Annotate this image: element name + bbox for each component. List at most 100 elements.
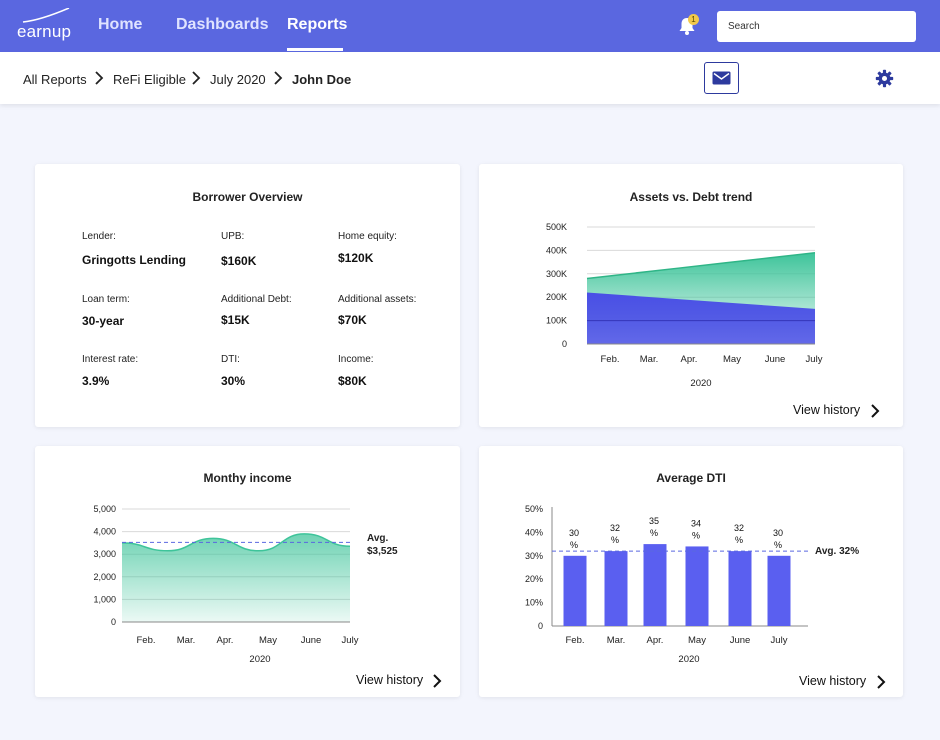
bar-data-label-unit: % xyxy=(735,535,743,545)
x-tick-label: Feb. xyxy=(600,354,619,365)
email-button[interactable] xyxy=(704,62,739,94)
logo-text: earnup xyxy=(17,22,72,41)
borrower-overview-title: Borrower Overview xyxy=(192,190,303,204)
chevron-right-icon xyxy=(95,71,104,85)
monthly-income-title: Monthy income xyxy=(203,471,292,485)
assets-debt-card: Assets vs. Debt trend 0 100K 200K 300K 400K 5… xyxy=(479,164,903,427)
borrower-overview-card: Borrower Overview Lender: Gringotts Lend… xyxy=(35,164,460,427)
dti-value: 30% xyxy=(221,374,246,388)
top-navigation: earnup Home Dashboards Reports 1 xyxy=(0,0,940,52)
nav-reports[interactable]: Reports xyxy=(287,16,348,33)
additional-assets-value: $70K xyxy=(338,313,367,327)
additional-debt-value: $15K xyxy=(221,313,250,327)
dti-bar xyxy=(767,555,791,626)
bar-data-label: 30 xyxy=(569,528,579,538)
view-history-label: View history xyxy=(799,674,867,688)
y-tick-label: 1,000 xyxy=(93,594,116,604)
monthly-income-chart: 0 1,000 2,000 3,000 4,000 5,000 Feb. Mar. Apr. Ma… xyxy=(93,504,398,665)
x-axis-label: 2020 xyxy=(690,378,711,389)
notification-badge: 1 xyxy=(688,14,699,25)
view-history-label: View history xyxy=(793,403,861,417)
dti-bar xyxy=(604,551,628,626)
y-tick-label: 20% xyxy=(525,574,543,584)
additional-assets-label: Additional assets: xyxy=(338,294,417,305)
y-tick-label: 40% xyxy=(525,527,543,537)
breadcrumb-july-2020[interactable]: July 2020 xyxy=(210,72,266,87)
y-tick-label: 50% xyxy=(525,504,543,514)
x-tick-label: Feb. xyxy=(136,635,155,646)
x-tick-label: June xyxy=(765,354,786,365)
envelope-icon xyxy=(712,71,731,85)
bar-data-label: 32 xyxy=(734,523,744,533)
x-tick-label: June xyxy=(730,635,751,646)
y-tick-label: 200K xyxy=(546,292,567,302)
lender-label: Lender: xyxy=(82,231,116,242)
y-tick-label: 0 xyxy=(111,617,116,627)
chevron-right-icon xyxy=(192,71,201,85)
x-tick-label: May xyxy=(688,635,706,646)
nav-dashboards[interactable]: Dashboards xyxy=(176,16,269,33)
bar-data-label-unit: % xyxy=(650,528,658,538)
income-view-history-link[interactable]: View history xyxy=(356,673,442,688)
y-tick-label: 3,000 xyxy=(93,549,116,559)
x-tick-label: July xyxy=(806,354,823,365)
average-dti-card: Average DTI 0 10% 20% 30% 40% 50% Feb. Mar. Apr.… xyxy=(479,446,903,697)
nav-home[interactable]: Home xyxy=(98,16,143,33)
x-tick-label: May xyxy=(259,635,277,646)
breadcrumb-refi-eligible[interactable]: ReFi Eligible xyxy=(113,72,186,87)
y-tick-label: 30% xyxy=(525,551,543,561)
lender-value: Gringotts Lending xyxy=(82,253,186,267)
home-equity-value: $120K xyxy=(338,251,374,265)
income-value: $80K xyxy=(338,374,367,388)
home-equity-label: Home equity: xyxy=(338,231,397,242)
series-line-assets xyxy=(586,251,816,280)
average-label: Avg. 32% xyxy=(815,546,859,557)
x-tick-label: Apr. xyxy=(217,635,234,646)
average-label: Avg. xyxy=(367,533,389,544)
search-input[interactable] xyxy=(717,11,916,42)
x-tick-label: Mar. xyxy=(607,635,625,646)
monthly-income-card: Monthy income 0 1,000 2,000 3,000 4,000 5,000… xyxy=(35,446,460,697)
y-tick-label: 300K xyxy=(546,269,567,279)
y-tick-label: 10% xyxy=(525,598,543,608)
loan-term-label: Loan term: xyxy=(82,294,130,305)
breadcrumb-john-doe: John Doe xyxy=(292,72,352,87)
additional-debt-label: Additional Debt: xyxy=(221,294,292,305)
average-value-label: $3,525 xyxy=(367,546,398,557)
dti-bar xyxy=(643,544,667,626)
bar-data-label: 35 xyxy=(649,516,659,526)
bar-data-label-unit: % xyxy=(570,540,578,550)
breadcrumb-bar: All Reports ReFi Eligible July 2020 John… xyxy=(0,52,940,104)
dti-view-history-link[interactable]: View history xyxy=(799,674,886,689)
interest-rate-label: Interest rate: xyxy=(82,354,139,365)
series-line-income xyxy=(121,533,351,552)
bar-data-label: 34 xyxy=(691,518,701,528)
y-tick-label: 0 xyxy=(562,339,567,349)
y-tick-label: 4,000 xyxy=(93,527,116,537)
assets-debt-chart: 0 100K 200K 300K 400K 500K Feb. Mar. Apr. May June… xyxy=(546,222,823,389)
series-area-income xyxy=(122,533,350,622)
bar-data-label: 30 xyxy=(773,528,783,538)
bar-data-label-unit: % xyxy=(611,535,619,545)
y-tick-label: 0 xyxy=(538,621,543,631)
y-tick-label: 100K xyxy=(546,316,567,326)
x-tick-label: Mar. xyxy=(177,635,195,646)
bar-data-label-unit: % xyxy=(774,540,782,550)
active-tab-indicator xyxy=(287,48,343,51)
average-dti-title: Average DTI xyxy=(656,471,726,485)
y-tick-label: 5,000 xyxy=(93,504,116,514)
dti-label: DTI: xyxy=(221,354,240,365)
settings-gear-icon[interactable] xyxy=(875,69,894,88)
logo-swoosh xyxy=(22,8,70,23)
bar-data-label-unit: % xyxy=(692,530,700,540)
brand-logo[interactable]: earnup xyxy=(17,8,73,42)
loan-term-value: 30-year xyxy=(82,314,125,328)
dti-bar xyxy=(563,555,587,626)
x-tick-label: July xyxy=(342,635,359,646)
income-label: Income: xyxy=(338,354,374,365)
breadcrumb-all-reports[interactable]: All Reports xyxy=(23,72,87,87)
x-tick-label: Apr. xyxy=(681,354,698,365)
assets-view-history-link[interactable]: View history xyxy=(793,403,880,418)
x-tick-label: Feb. xyxy=(565,635,584,646)
x-tick-label: June xyxy=(301,635,322,646)
